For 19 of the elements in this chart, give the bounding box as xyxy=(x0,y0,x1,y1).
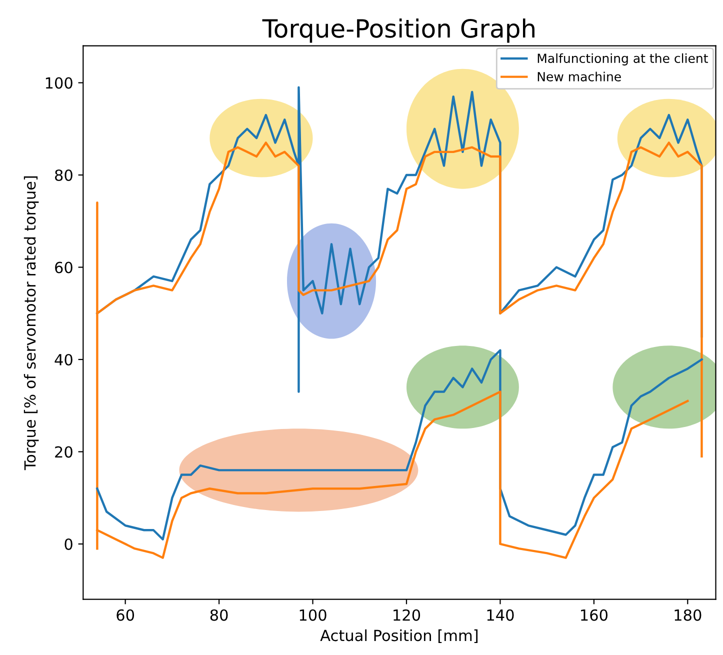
y-tick-label: 20 xyxy=(55,446,72,458)
legend-label: New machine xyxy=(538,72,621,82)
x-tick-label: 180 xyxy=(674,609,702,621)
y-tick-label: 40 xyxy=(54,354,72,366)
x-tick-label: 80 xyxy=(210,609,228,621)
x-tick-label: 160 xyxy=(581,609,608,621)
y-tick-label: 80 xyxy=(55,169,72,182)
y-axis-title: Torque [% of servomotor rated torque] xyxy=(24,176,39,470)
legend-label: Malfunctioning at the client xyxy=(538,53,708,66)
x-tick-label: 120 xyxy=(394,609,420,621)
y-tick-label: 60 xyxy=(55,262,72,274)
y-tick-label: 0 xyxy=(64,538,72,550)
x-tick-label: 60 xyxy=(116,609,134,621)
x-axis-title: Actual Position [mm] xyxy=(320,629,478,644)
x-tick-label: 100 xyxy=(300,609,326,621)
line-series xyxy=(96,349,703,540)
x-tick-label: 140 xyxy=(487,609,514,621)
chart-title: Torque-Position Graph xyxy=(262,18,534,43)
y-tick-label: 100 xyxy=(46,77,72,89)
